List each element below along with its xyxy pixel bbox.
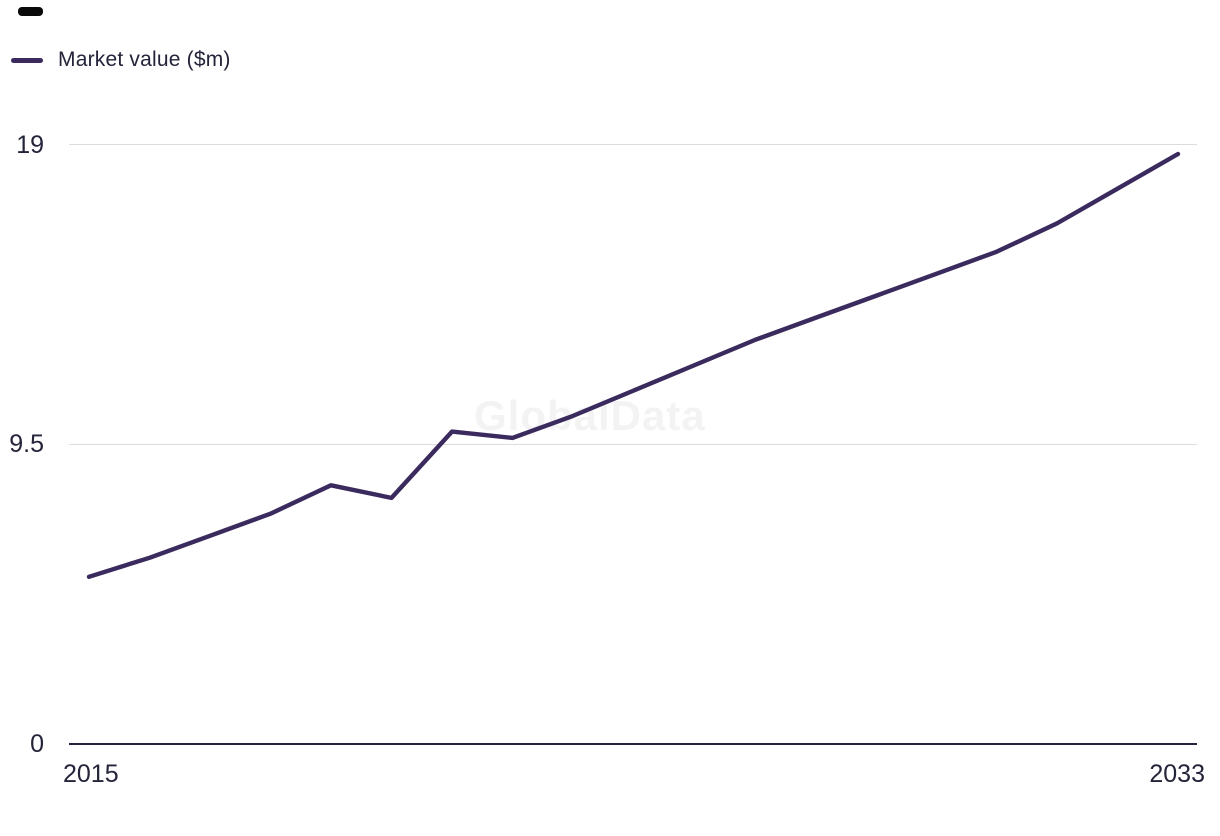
x-tick-label-first: 2015 — [63, 760, 119, 788]
gridline-y-19 — [69, 143, 1197, 146]
series-line-market-value[interactable] — [86, 151, 1181, 579]
legend-item-market-value[interactable]: Market value ($m) — [11, 44, 231, 76]
x-tick-label-last: 2033 — [1149, 760, 1205, 788]
top-left-marker — [18, 7, 43, 16]
y-tick-label-9.5: 9.5 — [9, 430, 44, 459]
y-tick-label-0: 0 — [30, 730, 44, 758]
legend-line-swatch — [11, 57, 43, 63]
y-tick-label-19: 19 — [16, 130, 44, 159]
gridline-y-9.5 — [69, 443, 1197, 445]
x-axis-line — [69, 742, 1197, 746]
legend-label: Market value ($m) — [58, 48, 231, 71]
